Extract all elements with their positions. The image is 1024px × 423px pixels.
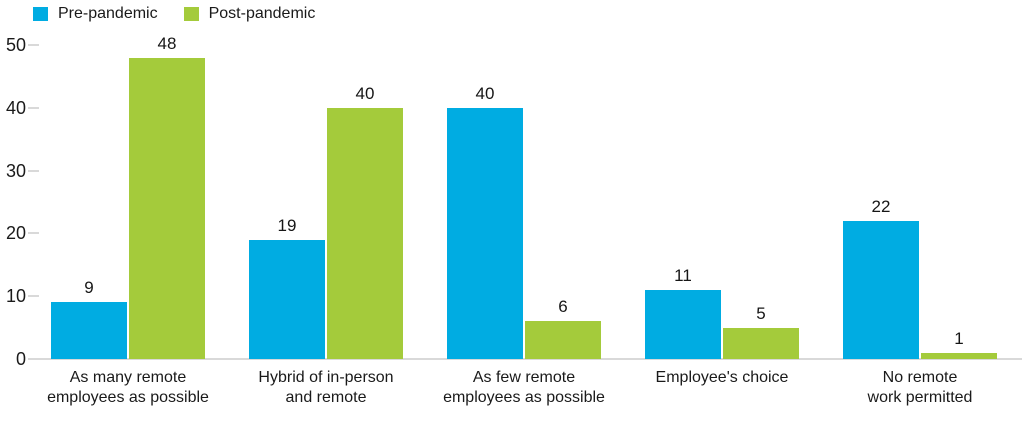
- bar-post-pandemic-group-3: [723, 327, 799, 359]
- category-label-4: No remote work permitted: [867, 369, 973, 406]
- bar-pre-pandemic-group-4: [843, 220, 919, 359]
- value-label-post-pandemic-group-2: 6: [558, 297, 568, 317]
- category-label-3: Employee's choice: [655, 369, 789, 386]
- category-label-2: As few remote employees as possible: [443, 369, 605, 406]
- legend-label-post-pandemic: Post-pandemic: [208, 5, 316, 22]
- legend-item-post-pandemic: Post-pandemic: [183, 4, 316, 24]
- bar-post-pandemic-group-0: [129, 57, 205, 359]
- legend-item-pre-pandemic: Pre-pandemic: [33, 4, 158, 24]
- value-label-pre-pandemic-group-3: 11: [674, 265, 692, 285]
- legend-swatch-pre-pandemic: [33, 7, 48, 21]
- bar-pre-pandemic-group-3: [645, 289, 721, 359]
- y-tick-label-0: 0: [15, 349, 26, 369]
- value-label-pre-pandemic-group-2: 40: [475, 83, 495, 103]
- y-tick-label-30: 30: [5, 160, 26, 181]
- bar-pre-pandemic-group-2: [447, 107, 523, 359]
- y-tick-mark-10: [28, 295, 39, 298]
- category-label-0: As many remote employees as possible: [47, 369, 209, 406]
- value-label-pre-pandemic-group-4: 22: [871, 196, 891, 216]
- y-tick-mark-20: [28, 232, 39, 235]
- category-label-1: Hybrid of in-person and remote: [258, 369, 394, 406]
- y-tick-mark-50: [28, 44, 39, 46]
- bar-pre-pandemic-group-1: [249, 239, 325, 359]
- value-label-post-pandemic-group-0: 48: [157, 33, 177, 53]
- value-label-pre-pandemic-group-1: 19: [277, 215, 297, 235]
- bar-pre-pandemic-group-0: [51, 302, 127, 359]
- value-label-post-pandemic-group-1: 40: [355, 83, 375, 103]
- y-tick-label-50: 50: [5, 35, 26, 55]
- value-label-post-pandemic-group-4: 1: [954, 328, 964, 348]
- value-label-pre-pandemic-group-0: 9: [84, 278, 94, 298]
- legend: Pre-pandemic Post-pandemic: [33, 4, 315, 24]
- x-axis-baseline: [28, 358, 1022, 360]
- y-tick-label-10: 10: [5, 286, 26, 307]
- bar-post-pandemic-group-4: [921, 352, 997, 359]
- bar-post-pandemic-group-2: [525, 321, 601, 359]
- y-tick-label-20: 20: [5, 223, 26, 244]
- y-tick-mark-30: [28, 169, 39, 172]
- legend-swatch-post-pandemic: [183, 7, 199, 21]
- y-tick-mark-40: [28, 106, 39, 109]
- legend-label-pre-pandemic: Pre-pandemic: [58, 5, 158, 22]
- y-tick-label-40: 40: [5, 97, 26, 118]
- bar-post-pandemic-group-1: [327, 107, 403, 359]
- value-label-post-pandemic-group-3: 5: [756, 303, 766, 323]
